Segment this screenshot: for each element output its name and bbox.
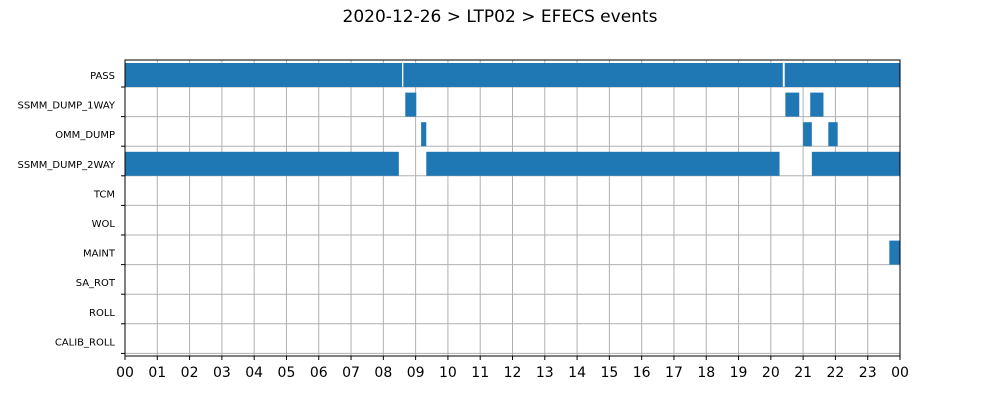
event-bar (803, 122, 812, 147)
x-tick-label: 08 (374, 365, 392, 381)
x-tick-label: 01 (148, 365, 166, 381)
x-tick-label: 16 (633, 365, 651, 381)
x-tick-label: 14 (568, 365, 586, 381)
x-tick-label: 06 (310, 365, 328, 381)
event-bar (889, 240, 900, 265)
x-tick-label: 04 (245, 365, 263, 381)
event-bar (405, 92, 417, 117)
x-tick-label: 00 (116, 365, 134, 381)
event-bar (811, 151, 900, 176)
event-bar (125, 63, 403, 87)
grid (124, 60, 901, 356)
x-tick-label: 23 (859, 365, 877, 381)
event-bar (125, 151, 399, 176)
y-tick-label: OMM_DUMP (55, 130, 115, 141)
x-axis-labels: 00 01 02 03 04 05 06 07 08 09 10 11 12 13 14 15 16 17 18 19… (116, 365, 909, 381)
event-bar (785, 92, 800, 117)
event-bar (403, 63, 783, 87)
x-tick-label: 22 (827, 365, 845, 381)
x-tick-label: 17 (665, 365, 683, 381)
x-tick-label: 11 (471, 365, 489, 381)
y-tick-label: WOL (92, 219, 116, 230)
y-axis-labels: PASS SSMM_DUMP_1WAY OMM_DUMP SSMM_DUMP_2WAY… (17, 71, 115, 348)
event-bars (125, 63, 900, 265)
x-tick-label: 19 (730, 365, 748, 381)
y-tick-label: PASS (90, 71, 115, 82)
y-tick-label: CALIB_ROLL (55, 337, 116, 348)
x-tick-label: 00 (891, 365, 909, 381)
x-tick-label: 02 (181, 365, 199, 381)
event-bar (426, 151, 780, 176)
axis-ticks (121, 86, 901, 360)
x-tick-label: 09 (407, 365, 425, 381)
x-tick-label: 18 (697, 365, 715, 381)
x-tick-label: 10 (439, 365, 457, 381)
x-tick-label: 07 (342, 365, 360, 381)
event-bar (421, 122, 427, 147)
y-tick-label: SA_ROT (76, 278, 116, 289)
event-bar (784, 63, 900, 87)
x-tick-label: 15 (600, 365, 618, 381)
x-tick-label: 05 (278, 365, 296, 381)
event-bar (828, 122, 838, 147)
chart-title: 2020-12-26 > LTP02 > EFECS events (343, 7, 658, 27)
y-tick-label: SSMM_DUMP_2WAY (17, 160, 115, 171)
event-bar (810, 92, 824, 117)
x-tick-label: 03 (213, 365, 231, 381)
y-tick-label: TCM (93, 189, 115, 200)
y-tick-label: SSMM_DUMP_1WAY (17, 101, 115, 112)
x-tick-label: 12 (504, 365, 522, 381)
y-tick-label: MAINT (83, 249, 116, 260)
x-tick-label: 13 (536, 365, 554, 381)
y-tick-label: ROLL (89, 308, 115, 319)
x-tick-label: 20 (762, 365, 780, 381)
x-tick-label: 21 (794, 365, 812, 381)
